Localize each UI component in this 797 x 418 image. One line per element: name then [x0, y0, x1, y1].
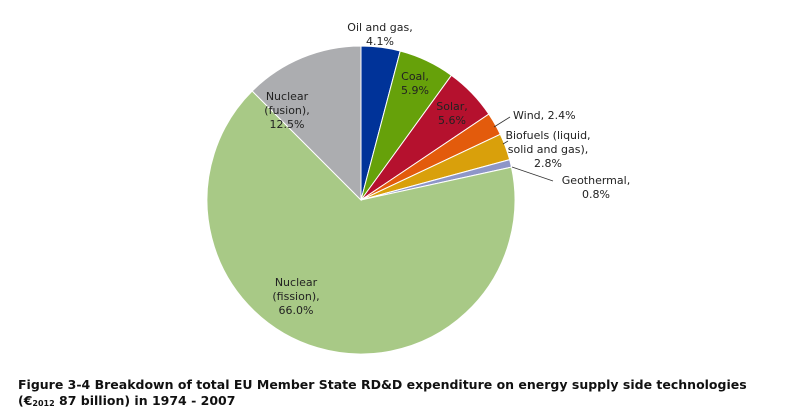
- label-oil-gas-line1: Oil and gas,: [347, 21, 412, 34]
- label-solar-line1: Solar,: [436, 100, 468, 113]
- wind-leader-line: [493, 116, 511, 128]
- leader-lines: [493, 116, 554, 182]
- label-wind: Wind, 2.4%: [513, 109, 576, 122]
- label-fission-line3: 66.0%: [279, 304, 314, 317]
- label-biofuels-line2: solid and gas),: [508, 143, 589, 156]
- slice-labels: Oil and gas, 4.1% Coal, 5.9% Solar, 5.6%…: [264, 21, 630, 317]
- biofuels-leader-line: [502, 140, 509, 145]
- label-geothermal-line2: 0.8%: [582, 188, 610, 201]
- label-geothermal-line1: Geothermal,: [562, 174, 630, 187]
- label-fusion-line2: (fusion),: [264, 104, 309, 117]
- label-coal-line1: Coal,: [401, 70, 429, 83]
- label-fission-line2: (fission),: [272, 290, 319, 303]
- caption-line1: Figure 3-4 Breakdown of total EU Member …: [18, 377, 747, 392]
- geothermal-leader-line: [511, 166, 554, 182]
- caption-line2-prefix: (€: [18, 393, 33, 408]
- pie-slices: [206, 45, 516, 355]
- label-solar-line2: 5.6%: [438, 114, 466, 127]
- label-coal-line2: 5.9%: [401, 84, 429, 97]
- caption-line2: (€2012 87 billion) in 1974 - 2007: [18, 393, 793, 411]
- pie-slice-nuclear-fission: [206, 90, 516, 355]
- label-fusion-line1: Nuclear: [266, 90, 309, 103]
- figure-caption: Figure 3-4 Breakdown of total EU Member …: [18, 377, 793, 411]
- label-oil-gas-line2: 4.1%: [366, 35, 394, 48]
- label-biofuels-line1: Biofuels (liquid,: [505, 129, 590, 142]
- caption-line2-suffix: 87 billion) in 1974 - 2007: [54, 393, 236, 408]
- pie-slice-nuclear-fusion: [251, 45, 362, 202]
- label-fusion-line3: 12.5%: [270, 118, 305, 131]
- caption-line2-subscript: 2012: [32, 399, 55, 408]
- label-biofuels-line3: 2.8%: [534, 157, 562, 170]
- label-fission-line1: Nuclear: [275, 276, 318, 289]
